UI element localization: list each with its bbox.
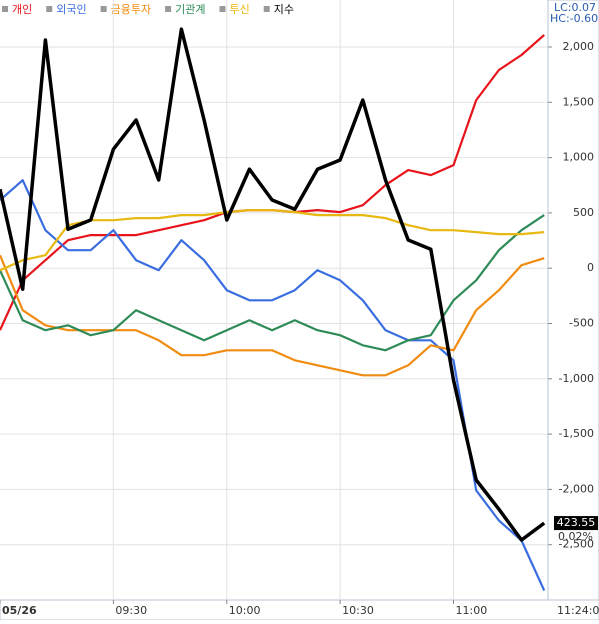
last-time-label: 11:24:0	[557, 604, 599, 617]
legend-swatch	[100, 6, 107, 12]
y-tick-label: -1,000	[559, 372, 594, 385]
y-tick-label: -2,000	[559, 482, 594, 495]
y-tick-label: 1,000	[563, 151, 595, 164]
series-line	[0, 179, 546, 591]
legend-swatch	[263, 6, 270, 12]
legend-label: 지수	[274, 3, 294, 16]
x-tick-label: 09:30	[115, 604, 147, 617]
legend-label: 외국인	[56, 3, 86, 16]
x-tick-label: 10:30	[342, 604, 374, 617]
series-line	[0, 254, 545, 377]
x-tick-label: 10:00	[229, 604, 261, 617]
legend-label: 금융투자	[111, 3, 151, 16]
lc-label: LC:0.07	[554, 1, 596, 14]
legend-swatch	[46, 6, 53, 12]
y-tick-label: 0	[587, 261, 594, 274]
y-tick-label: -1,500	[559, 427, 594, 440]
last-change-label: 0.02%	[558, 530, 593, 543]
grid	[0, 0, 548, 600]
y-tick-label: 2,000	[563, 40, 595, 53]
x-tick-label: 11:00	[456, 604, 488, 617]
y-tick-label: -2,500	[559, 538, 594, 551]
legend-label: 투신	[229, 3, 249, 16]
x-tick-label: 05/26	[2, 604, 37, 617]
legend-swatch	[165, 6, 172, 12]
series-line	[0, 214, 545, 352]
y-tick-label: -500	[569, 317, 594, 330]
bottom-axis-panel	[0, 599, 599, 621]
legend-label: 개인	[12, 3, 32, 16]
legend-label: 기관계	[175, 3, 205, 16]
hc-label: HC:-0.60	[550, 12, 598, 25]
legend: 개인 외국인 금융투자 기관계 투신 지수	[2, 3, 294, 16]
legend-swatch	[2, 6, 8, 12]
legend-swatch	[219, 6, 226, 12]
series-line	[0, 27, 546, 542]
last-value-box	[554, 516, 598, 531]
last-value-label: 423.55	[557, 516, 596, 529]
y-tick-label: 500	[573, 206, 594, 219]
y-tick-label: 1,500	[563, 95, 595, 108]
